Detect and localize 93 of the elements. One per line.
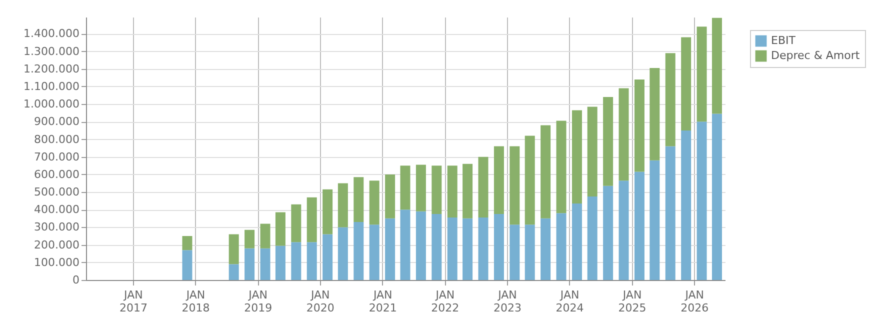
bar bbox=[618, 180, 629, 280]
bar bbox=[524, 136, 535, 225]
bar bbox=[260, 224, 270, 248]
bar bbox=[510, 146, 520, 225]
bar bbox=[228, 264, 239, 280]
y-tick-label: 1.300.000 bbox=[24, 44, 80, 58]
y-tick-label: 800.000 bbox=[34, 132, 80, 146]
bar bbox=[322, 234, 333, 280]
bar bbox=[603, 186, 614, 280]
bar bbox=[182, 250, 192, 280]
bar bbox=[354, 177, 364, 222]
y-tick-label: 100.000 bbox=[34, 256, 80, 269]
bar bbox=[338, 183, 348, 228]
x-tick-label: JAN 2024 bbox=[556, 288, 584, 313]
legend-label: EBIT bbox=[771, 34, 796, 47]
bar bbox=[400, 166, 410, 210]
bar bbox=[681, 130, 692, 280]
bar bbox=[540, 218, 551, 280]
x-tick-label: JAN 2019 bbox=[244, 288, 272, 313]
x-tick-label: JAN 2020 bbox=[306, 288, 334, 313]
bar bbox=[696, 122, 707, 280]
y-tick-label: 300.000 bbox=[34, 220, 80, 234]
bar bbox=[665, 146, 676, 280]
y-tick-label: 1.400.000 bbox=[24, 27, 80, 40]
y-tick-label: 1.100.000 bbox=[24, 80, 80, 93]
bar bbox=[291, 242, 302, 280]
x-tick-label: JAN 2018 bbox=[182, 288, 210, 313]
bar bbox=[524, 224, 535, 280]
bar bbox=[432, 214, 442, 280]
y-tick-label: 1.000.000 bbox=[24, 98, 80, 111]
y-tick-label: 1.200.000 bbox=[24, 62, 80, 76]
bar bbox=[587, 196, 598, 280]
bar bbox=[416, 211, 426, 280]
bar bbox=[696, 26, 707, 122]
x-tick-label: JAN 2026 bbox=[680, 288, 709, 313]
bar bbox=[712, 18, 722, 114]
x-tick-label: JAN 2023 bbox=[493, 288, 522, 313]
bar bbox=[478, 218, 488, 280]
bar bbox=[494, 146, 504, 214]
bar bbox=[260, 248, 270, 280]
bar bbox=[416, 164, 426, 212]
y-tick-label: 900.000 bbox=[34, 115, 80, 128]
bar bbox=[634, 172, 644, 280]
x-tick-label: JAN 2022 bbox=[431, 288, 460, 313]
bar bbox=[432, 166, 442, 214]
x-tick-label: JAN 2017 bbox=[119, 288, 148, 313]
bar bbox=[244, 248, 255, 280]
bar bbox=[244, 230, 255, 248]
bar bbox=[275, 212, 286, 246]
bar bbox=[603, 97, 614, 186]
y-tick-label: 0 bbox=[72, 274, 80, 286]
bar bbox=[385, 174, 396, 218]
bar bbox=[510, 224, 520, 280]
bar bbox=[540, 125, 551, 218]
bar bbox=[665, 53, 676, 146]
x-tick-label: JAN 2021 bbox=[368, 288, 397, 313]
y-tick-label: 400.000 bbox=[34, 203, 80, 216]
bar bbox=[556, 213, 566, 280]
bar bbox=[447, 218, 458, 280]
bar bbox=[462, 164, 473, 218]
y-tick-label: 700.000 bbox=[34, 150, 80, 164]
bar bbox=[306, 242, 317, 280]
bar bbox=[556, 120, 566, 214]
bar bbox=[354, 222, 364, 280]
bar bbox=[306, 197, 317, 242]
bar bbox=[291, 204, 302, 242]
bar bbox=[650, 68, 660, 160]
bar bbox=[400, 210, 410, 280]
bar bbox=[275, 246, 286, 280]
y-tick-label: 500.000 bbox=[34, 186, 80, 199]
x-tick-label: JAN 2025 bbox=[618, 288, 646, 313]
bar bbox=[712, 114, 722, 280]
bar bbox=[228, 234, 239, 264]
bar bbox=[478, 156, 488, 218]
bar bbox=[587, 106, 598, 196]
bar bbox=[182, 236, 192, 250]
bar bbox=[681, 37, 692, 130]
bar bbox=[322, 189, 333, 234]
y-tick-label: 600.000 bbox=[34, 168, 80, 181]
bar bbox=[369, 224, 380, 280]
bar bbox=[634, 79, 644, 172]
bar bbox=[572, 110, 582, 204]
bar bbox=[447, 166, 458, 218]
y-tick-label: 200.000 bbox=[34, 238, 80, 252]
bar bbox=[650, 160, 660, 280]
bar bbox=[369, 180, 380, 225]
bar bbox=[618, 88, 629, 181]
bar bbox=[462, 218, 473, 280]
legend-label: Deprec & Amort bbox=[771, 49, 860, 62]
bar bbox=[338, 227, 348, 280]
bar bbox=[385, 218, 396, 280]
bar bbox=[572, 203, 582, 280]
bar bbox=[494, 214, 504, 280]
